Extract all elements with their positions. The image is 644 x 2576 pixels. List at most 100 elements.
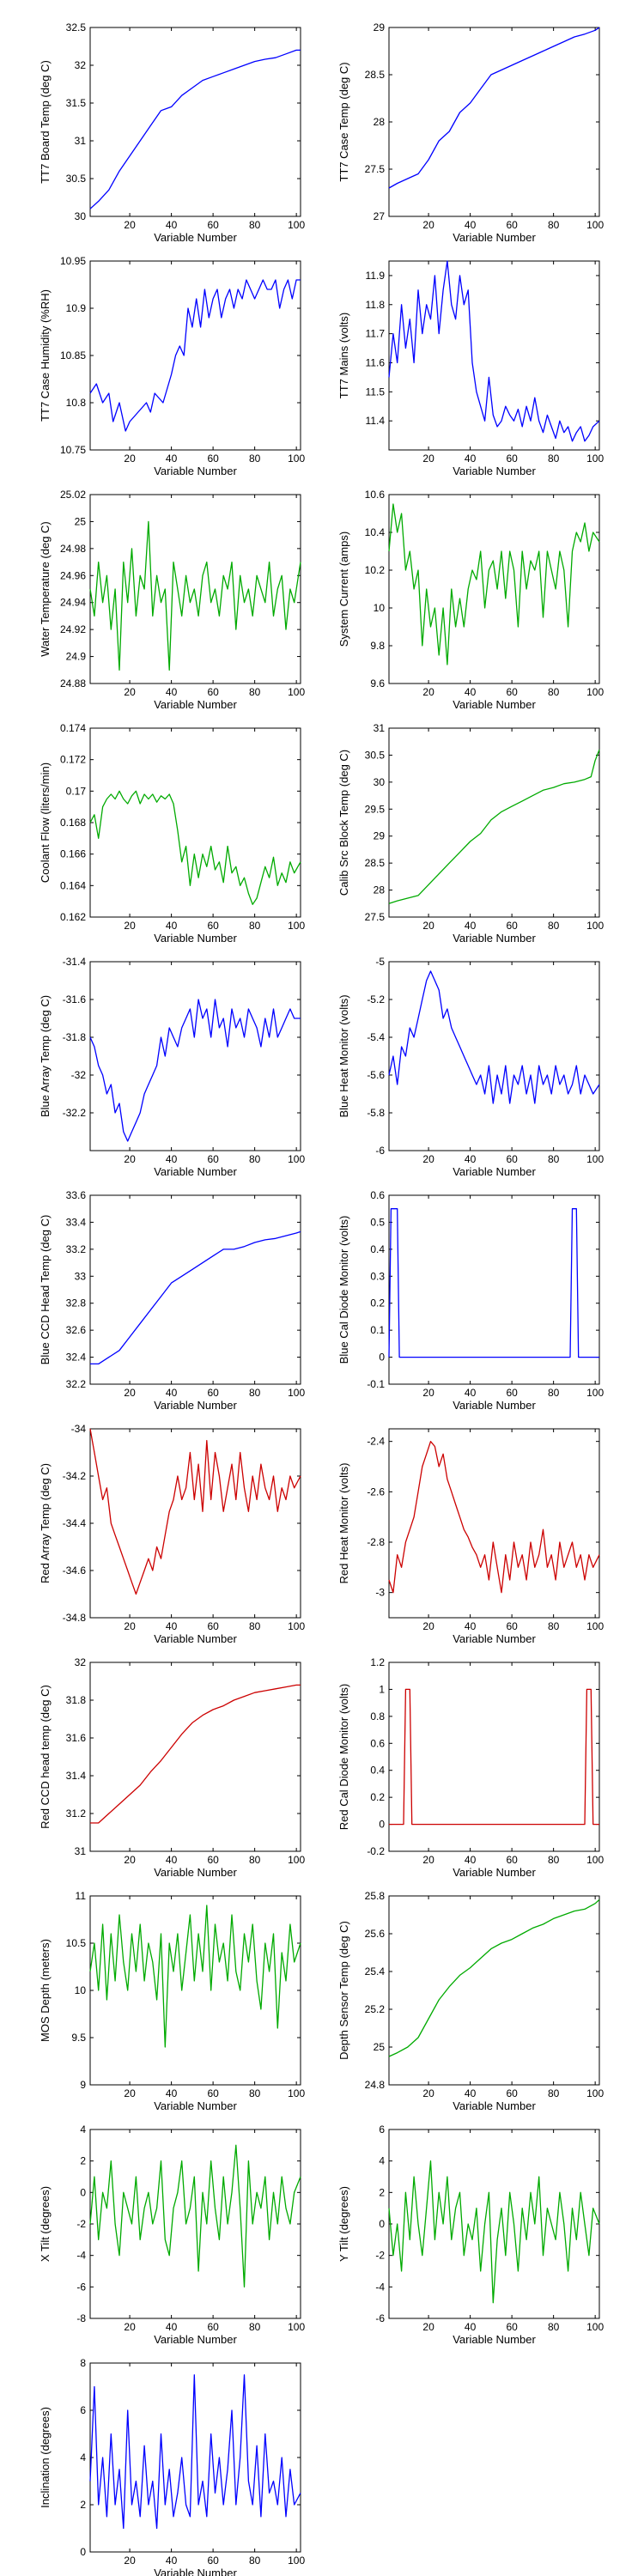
series-line [89,2374,301,2530]
x-tick-label: 40 [166,920,178,932]
x-tick-label: 40 [166,686,178,698]
x-tick-label: 40 [465,2087,477,2099]
y-tick-label: 10.85 [60,349,86,361]
x-tick-label: 20 [422,1153,434,1165]
y-axis-label: TT7 Case Humidity (%RH) [39,289,52,422]
x-tick-label: 40 [166,1620,178,1632]
plot-area [388,961,600,1151]
x-tick-label: 100 [586,1620,604,1632]
y-tick-label: 0.5 [370,1216,385,1228]
y-axis-label: TT7 Case Temp (deg C) [337,62,350,181]
x-tick-label: 40 [166,2555,178,2567]
x-tick-label: 20 [422,2087,434,2099]
plot-area [388,1194,600,1385]
chart-panel: 20 40 60 80 100 -34.8 -34.6 -34.4 -34.2 -34 Variab… [39,1423,305,1645]
chart-panel: 20 40 60 80 100 32.2 32.4 32.6 32.8 33 33.2 33.4 33.… [39,1189,305,1412]
series-line [89,790,301,905]
x-tick-label: 40 [166,453,178,465]
y-tick-label: 29.5 [365,803,386,815]
x-axis-label: Variable Number [154,698,237,711]
y-tick-label: 25.6 [365,1928,386,1940]
x-tick-label: 60 [506,686,518,698]
y-tick-label: 33.4 [66,1216,87,1228]
x-tick-label: 100 [288,2087,305,2099]
x-tick-label: 60 [506,453,518,465]
y-tick-label: 28 [374,116,386,128]
x-tick-label: 80 [249,1620,261,1632]
chart-panel: 20 40 60 80 100 30 30.5 31 31.5 32 32.5 Variable Nu… [39,21,305,244]
x-axis-label: Variable Number [453,1165,536,1178]
chart-panel: 20 40 60 80 100 -32.2 -32 -31.8 -31.6 -31.4 Variab… [39,956,305,1178]
y-tick-label: 1.2 [370,1656,385,1668]
y-tick-label: 27 [374,210,386,222]
plot-area [388,727,600,918]
x-tick-label: 20 [422,686,434,698]
x-tick-label: 40 [465,1153,477,1165]
y-tick-label: 0.6 [370,1189,385,1201]
y-tick-label: -5.6 [367,1069,385,1081]
y-tick-label: 32 [75,1656,87,1668]
x-tick-label: 60 [506,2321,518,2333]
x-tick-label: 60 [207,2087,219,2099]
x-tick-label: 20 [124,2555,136,2567]
y-tick-label: 30.5 [66,173,87,185]
y-tick-label: 10.2 [365,564,386,576]
y-tick-label: 31.4 [66,1770,87,1782]
x-tick-label: 60 [207,920,219,932]
x-axis-label: Variable Number [154,1866,237,1879]
plot-area [89,2129,301,2319]
y-tick-label: -4 [375,2281,385,2293]
plot-area [89,727,301,918]
x-axis-label: Variable Number [453,932,536,945]
y-tick-label: 0.6 [370,1737,385,1749]
x-tick-label: 60 [207,453,219,465]
y-tick-label: 11.8 [366,299,386,311]
y-tick-label: -0.2 [367,1845,385,1857]
y-tick-label: 30 [75,210,87,222]
y-tick-label: 29 [374,830,386,842]
plot-area [89,1895,301,2086]
chart-panel: 20 40 60 80 100 0.162 0.164 0.166 0.168 0.17 0.172… [39,722,305,945]
x-tick-label: 100 [288,1153,305,1165]
x-axis-label: Variable Number [453,1399,536,1412]
x-tick-label: 100 [288,1620,305,1632]
x-axis-label: Variable Number [154,1399,237,1412]
y-tick-label: 6 [379,2123,385,2136]
x-axis-label: Variable Number [453,231,536,244]
series-line [389,1688,599,1826]
x-tick-label: 20 [124,2087,136,2099]
y-axis-label: Depth Sensor Temp (deg C) [337,1921,350,2060]
y-axis-label: Inclination (degrees) [39,2407,52,2508]
x-axis-label: Variable Number [154,2099,237,2112]
x-tick-label: 100 [586,2087,604,2099]
x-tick-label: 80 [249,1153,261,1165]
y-tick-label: 27.5 [365,911,386,923]
x-tick-label: 20 [422,453,434,465]
y-tick-label: 4 [80,2451,86,2464]
y-tick-label: -31.4 [63,956,87,968]
y-tick-label: 4 [80,2123,86,2136]
plot-area [89,961,301,1151]
y-tick-label: 25.02 [60,489,86,501]
y-tick-label: 0.1 [370,1324,385,1336]
y-tick-label: 9 [80,2079,86,2091]
y-axis-label: System Current (amps) [337,532,350,647]
x-tick-label: 60 [207,686,219,698]
x-tick-label: 20 [124,1620,136,1632]
x-axis-label: Variable Number [453,698,536,711]
y-tick-label: -8 [76,2312,86,2324]
x-axis-label: Variable Number [453,1866,536,1879]
y-tick-label: 25 [374,2041,386,2053]
y-tick-label: 0 [379,2218,385,2230]
y-tick-label: 24.88 [60,677,86,690]
x-tick-label: 80 [249,453,261,465]
y-axis-label: Red Array Temp (deg C) [39,1463,52,1583]
y-tick-label: 24.8 [365,2079,386,2091]
x-tick-label: 100 [288,2555,305,2567]
y-tick-label: -31.8 [63,1031,87,1043]
y-tick-label: 32.8 [66,1297,87,1309]
x-tick-label: 80 [548,2321,560,2333]
y-tick-label: -6 [76,2281,86,2293]
y-tick-label: -2.6 [367,1485,385,1498]
y-tick-label: 2 [80,2499,86,2511]
